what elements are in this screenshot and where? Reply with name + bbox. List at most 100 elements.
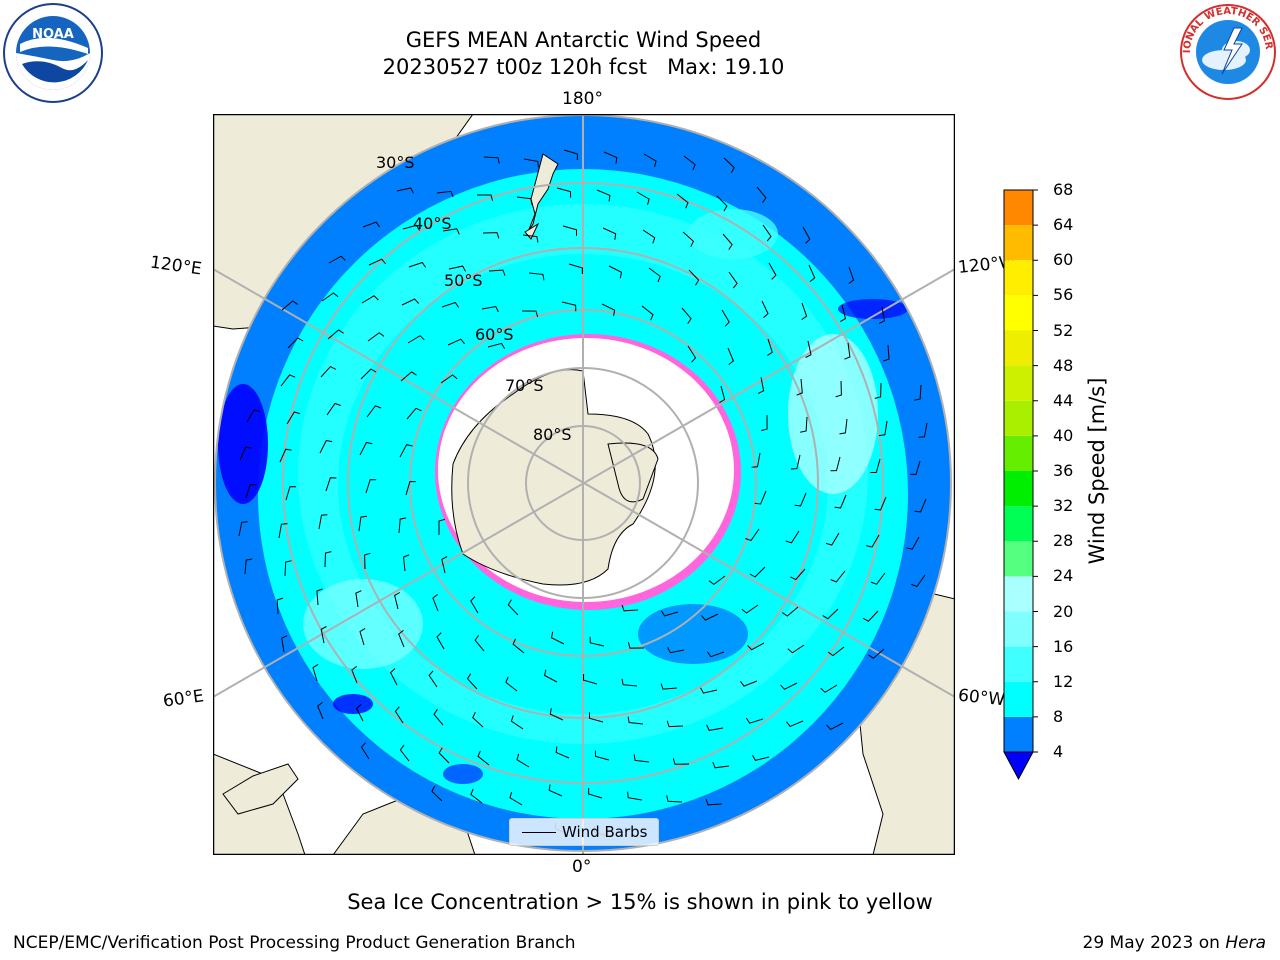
wind-barb <box>406 407 422 420</box>
colorbar-tick-label: 52 <box>1053 320 1074 340</box>
wind-barb <box>360 368 377 380</box>
colorbar-tick-label: 20 <box>1053 601 1074 621</box>
wind-barb <box>466 673 478 690</box>
wind-barb <box>398 630 405 648</box>
wind-barb <box>399 744 410 762</box>
colorbar-tick-label: 48 <box>1053 355 1074 375</box>
wind-barb <box>399 444 413 458</box>
wind-barb <box>918 422 928 438</box>
wind-barb <box>914 498 927 513</box>
wind-barb <box>364 552 371 570</box>
wind-barb <box>790 568 806 581</box>
wind-barb <box>320 626 327 644</box>
colorbar-band <box>1004 365 1033 401</box>
wind-barb <box>883 344 890 362</box>
wind-barb <box>728 271 738 289</box>
wind-barb <box>405 481 416 496</box>
wind-barb <box>487 342 506 349</box>
wind-barb <box>740 680 758 687</box>
wind-barb <box>521 310 539 318</box>
wind-barb <box>621 678 638 687</box>
wind-barb <box>752 754 770 761</box>
wind-barb <box>400 371 417 382</box>
wind-barb <box>701 613 719 621</box>
polar-map <box>213 114 955 855</box>
wind-barb <box>407 335 425 344</box>
chart-subtitle: 20230527 t00z 120h fcst Max: 19.10 <box>382 55 785 79</box>
lat-label-30s: 30°S <box>376 153 415 172</box>
wind-barb <box>477 194 494 201</box>
wind-barb <box>594 750 610 761</box>
wind-barb <box>402 224 421 231</box>
wind-barb <box>787 644 805 654</box>
wind-barb <box>762 224 772 242</box>
wind-barb <box>745 528 760 542</box>
wind-barb <box>906 536 920 550</box>
lat-label-80s: 80°S <box>533 425 572 444</box>
wind-barb <box>285 486 297 501</box>
wind-barb <box>708 575 726 586</box>
wind-barb <box>359 627 366 646</box>
wind-barb <box>319 439 333 454</box>
wind-barb <box>780 682 798 690</box>
wind-barb <box>327 329 344 340</box>
wind-barb <box>481 305 499 313</box>
wind-barb <box>727 347 735 365</box>
wind-barb <box>805 340 812 358</box>
wind-barb <box>355 704 364 722</box>
wind-barb <box>601 303 616 317</box>
wind-barb <box>716 195 728 212</box>
wind-barb <box>522 234 539 243</box>
wind-barb <box>621 604 639 612</box>
wind-barb <box>280 374 296 387</box>
wind-barb-legend-line <box>522 832 556 833</box>
colorbar-tick-label: 44 <box>1053 390 1074 410</box>
lon-label-60e: 60°E <box>161 686 206 712</box>
colorbar-tick-label: 40 <box>1053 425 1074 445</box>
colorbar-tick-label: 16 <box>1053 636 1074 656</box>
colorbar-tick-label: 56 <box>1053 285 1074 305</box>
colorbar-tick-label: 68 <box>1053 180 1074 199</box>
wind-barb <box>482 232 500 239</box>
wind-barb <box>281 300 298 311</box>
wind-barb <box>767 338 773 357</box>
colorbar-band <box>1004 260 1033 296</box>
wind-barb <box>706 724 724 731</box>
colorbar-band <box>1004 541 1033 577</box>
colorbar-tick-label: 32 <box>1053 496 1074 516</box>
wind-barb <box>822 608 839 620</box>
wind-barb <box>848 266 855 285</box>
wind-barb <box>706 651 725 658</box>
wind-barb <box>825 532 840 546</box>
wind-barb <box>470 596 479 614</box>
wind-barb <box>561 301 577 312</box>
wind-barb <box>878 306 886 324</box>
wind-barb <box>441 301 460 308</box>
colorbar-band <box>1004 576 1033 612</box>
wind-barb <box>276 597 284 615</box>
wind-barb <box>389 668 398 686</box>
wind-barb <box>555 746 570 759</box>
colorbar-band <box>1004 330 1033 366</box>
lon-label-0: 0° <box>572 857 592 877</box>
wind-barb <box>320 365 336 378</box>
wind-barb <box>436 190 454 198</box>
lat-label-70s: 70°S <box>505 376 544 395</box>
wind-barb <box>512 638 525 654</box>
wind-barb <box>794 492 807 507</box>
wind-barb <box>840 304 847 323</box>
wind-barb <box>433 709 444 726</box>
wind-barb <box>596 189 611 202</box>
wind-barb <box>911 574 926 588</box>
wind-barb <box>367 332 385 342</box>
wind-barb <box>757 376 765 394</box>
sea-ice-caption: Sea Ice Concentration > 15% is shown in … <box>347 890 933 914</box>
colorbar-band <box>1004 471 1033 507</box>
lat-label-50s: 50°S <box>444 271 483 290</box>
lon-label-60w: 60°W <box>957 685 1006 711</box>
wind-barb <box>516 753 530 768</box>
wind-barb <box>440 374 458 384</box>
wind-barb <box>627 642 645 649</box>
map-legend: Wind Barbs <box>509 818 659 846</box>
wind-barb <box>874 496 887 511</box>
